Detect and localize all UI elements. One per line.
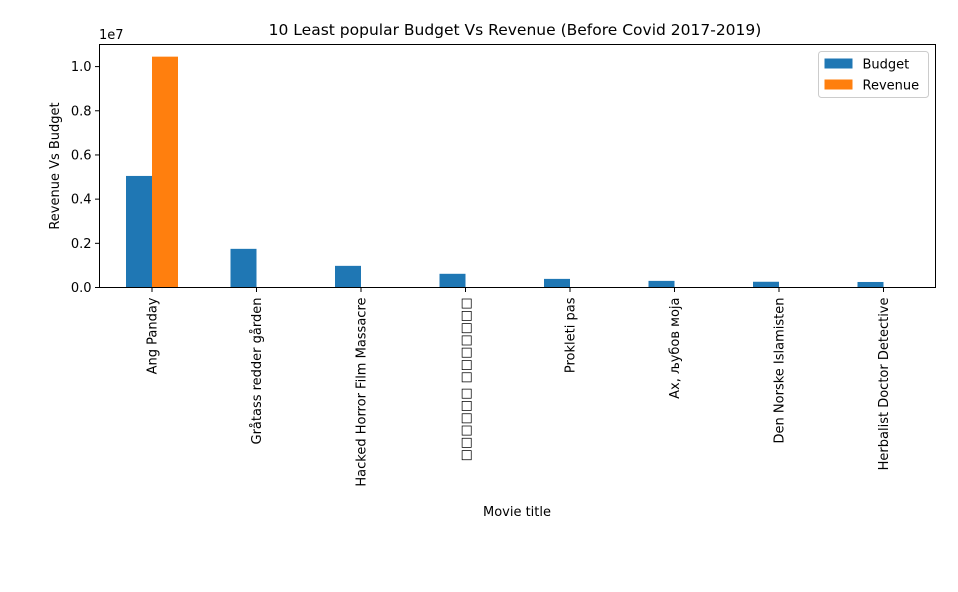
y-tick-label: 0.6	[71, 148, 92, 163]
legend-label-budget: Budget	[863, 58, 910, 73]
x-tick-label: Gråtass redder gården	[250, 298, 265, 445]
x-axis-label: Movie title	[483, 505, 551, 520]
bar-budget-7	[857, 281, 884, 288]
y-scale-label: 1e7	[99, 28, 124, 43]
y-tick-label: 0.0	[71, 281, 92, 296]
bar-budget-0	[126, 175, 152, 288]
plot-frame	[99, 44, 936, 288]
x-ticks-group: Ang Panday Gråtass redder gården Hacked Ho…	[146, 287, 892, 487]
y-axis-label: Revenue Vs Budget	[48, 102, 63, 229]
y-tick-label: 0.2	[71, 237, 92, 252]
bars-group	[126, 56, 884, 288]
y-tick-label: 0.4	[71, 193, 92, 208]
y-tick-label: 1.0	[71, 60, 92, 75]
legend: Budget Revenue	[818, 51, 929, 98]
legend-swatch-budget	[824, 58, 853, 69]
bar-revenue-0	[152, 56, 178, 288]
bar-budget-2	[335, 265, 361, 288]
legend-label-revenue: Revenue	[863, 79, 920, 94]
bar-budget-6	[753, 281, 779, 288]
y-ticks-group: 0.0 0.2 0.4 0.6 0.8 1.0	[71, 60, 100, 296]
bar-budget-4	[544, 278, 570, 288]
bar-budget-1	[230, 248, 257, 288]
x-tick-label: Ang Panday	[146, 297, 161, 374]
x-tick-label: Hacked Horror Film Massacre	[355, 298, 370, 487]
bar-budget-5	[648, 280, 675, 288]
y-tick-label: 0.8	[71, 104, 92, 119]
legend-swatch-revenue	[824, 79, 853, 90]
x-tick-label: Herbalist Doctor Detective	[877, 298, 892, 471]
x-tick-label: □□□□□□ □□□□□□□	[459, 298, 474, 462]
x-tick-label: Ах, љубов моја	[668, 298, 683, 399]
bar-budget-3	[439, 273, 466, 288]
chart-title: 10 Least popular Budget Vs Revenue (Befo…	[269, 21, 762, 39]
x-tick-label: Den Norske Islamisten	[773, 298, 788, 444]
x-tick-label: Prokleti pas	[564, 297, 579, 373]
